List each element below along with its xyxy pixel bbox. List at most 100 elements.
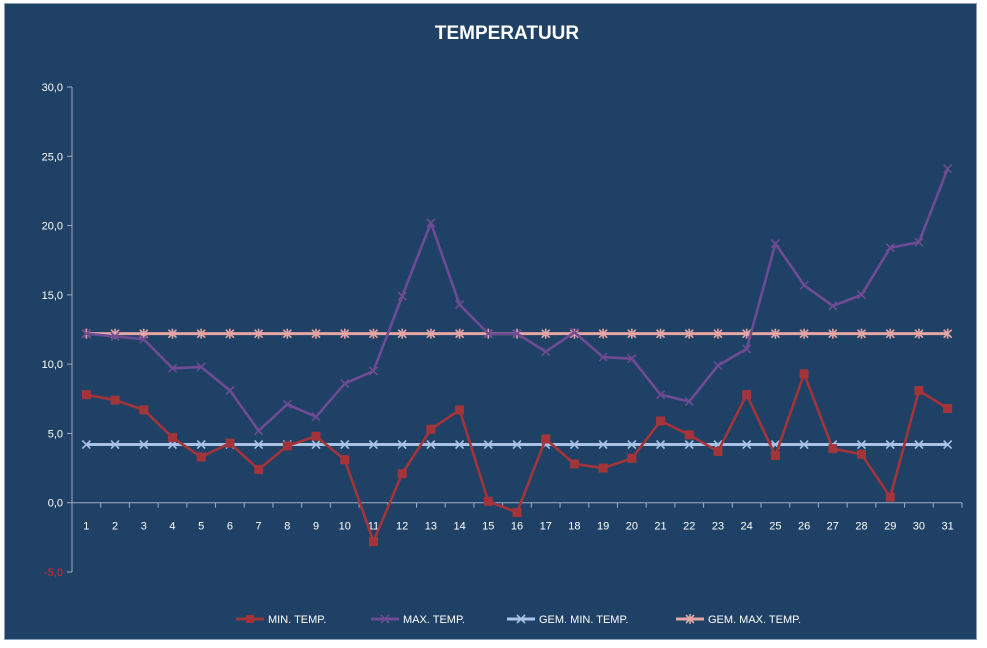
x-tick-label: 12: [396, 521, 408, 533]
data-point: [81, 329, 91, 339]
axes: 30,025,020,015,010,05,00,0-5,01 2 3 4 5 6 7 8 9 1…: [42, 82, 963, 579]
x-tick-label: 22: [683, 521, 695, 533]
data-point: [655, 328, 666, 339]
data-point: [856, 328, 867, 339]
data-point: [225, 438, 235, 448]
series-4: [81, 328, 953, 339]
data-point: [598, 463, 608, 473]
data-point: [311, 439, 321, 450]
data-point: [81, 439, 91, 450]
data-point: [196, 362, 206, 372]
data-point: [139, 334, 149, 344]
x-tick-label: 29: [884, 521, 896, 533]
legend-label: MIN. TEMP.: [268, 614, 326, 626]
data-point: [541, 434, 551, 444]
data-point: [282, 399, 292, 409]
x-tick-label: 31: [942, 521, 954, 533]
data-point: [885, 492, 895, 502]
legend-marker: [516, 614, 526, 624]
x-tick-label: 14: [453, 521, 465, 533]
data-point: [196, 452, 206, 462]
data-point: [311, 328, 321, 339]
data-point: [426, 218, 436, 228]
legend-entry: GEM. MAX. TEMP.: [676, 614, 801, 626]
x-tick-label: 19: [597, 521, 609, 533]
data-point: [167, 433, 177, 443]
legend-label: MAX. TEMP.: [403, 614, 465, 626]
data-point: [110, 395, 120, 405]
data-point: [397, 469, 407, 479]
data-point: [914, 237, 924, 247]
data-point: [856, 290, 867, 300]
x-tick-label: 5: [198, 521, 204, 533]
data-point: [512, 329, 522, 339]
data-point: [684, 430, 694, 440]
data-point: [139, 439, 149, 450]
data-point: [885, 243, 895, 253]
y-tick-label: 25,0: [42, 151, 63, 163]
data-point: [167, 328, 178, 339]
y-tick-label: -5,0: [44, 567, 63, 579]
data-point: [512, 507, 522, 517]
data-point: [828, 444, 838, 454]
data-point: [655, 390, 666, 400]
y-tick-label: 20,0: [42, 221, 63, 233]
x-tick-label: 7: [256, 521, 262, 533]
series-line: [86, 168, 949, 432]
legend-label: GEM. MIN. TEMP.: [539, 614, 628, 626]
x-tick-label: 20: [626, 521, 638, 533]
data-point: [742, 390, 752, 400]
data-point: [254, 464, 264, 474]
data-point: [196, 328, 206, 339]
x-tick-label: 1: [83, 521, 89, 533]
data-point: [655, 439, 666, 450]
data-point: [455, 405, 465, 415]
series-layer: [81, 164, 953, 547]
x-tick-label: 3: [141, 521, 147, 533]
x-tick-label: 9: [313, 521, 319, 533]
x-tick-label: 23: [712, 521, 724, 533]
data-point: [455, 299, 465, 310]
legend-marker: [246, 615, 254, 623]
legend-entry: GEM. MIN. TEMP.: [507, 614, 628, 626]
x-tick-label: 21: [654, 521, 666, 533]
x-tick-label: 26: [798, 521, 810, 533]
data-point: [368, 366, 379, 376]
data-point: [569, 439, 579, 450]
data-point: [426, 328, 436, 339]
legend-entry: MIN. TEMP.: [236, 614, 326, 626]
data-point: [397, 291, 407, 301]
data-point: [828, 328, 838, 339]
data-point: [885, 328, 895, 339]
data-point: [684, 439, 694, 450]
data-point: [627, 439, 637, 450]
legend-label: GEM. MAX. TEMP.: [708, 614, 801, 626]
data-point: [598, 439, 608, 450]
data-point: [598, 328, 608, 339]
data-point: [914, 328, 924, 339]
data-point: [139, 405, 149, 415]
x-tick-label: 25: [769, 521, 781, 533]
data-point: [943, 439, 953, 450]
x-tick-label: 15: [482, 521, 494, 533]
data-point: [713, 328, 723, 339]
y-tick-label: 10,0: [42, 359, 63, 371]
x-tick-label: 10: [339, 521, 351, 533]
data-point: [483, 329, 493, 339]
x-tick-label: 18: [568, 521, 580, 533]
data-point: [340, 439, 350, 450]
data-point: [627, 328, 637, 339]
data-point: [742, 439, 752, 450]
data-point: [340, 328, 350, 339]
data-point: [368, 328, 379, 339]
legend: MIN. TEMP. MAX. TEMP. GEM. MIN. TEMP. GEM. …: [236, 614, 801, 626]
data-point: [828, 301, 838, 311]
data-point: [569, 459, 579, 469]
data-point: [742, 344, 752, 354]
data-point: [254, 426, 264, 436]
data-point: [799, 369, 809, 379]
series-1: [81, 369, 953, 547]
x-tick-label: 30: [913, 521, 925, 533]
data-point: [684, 396, 694, 407]
